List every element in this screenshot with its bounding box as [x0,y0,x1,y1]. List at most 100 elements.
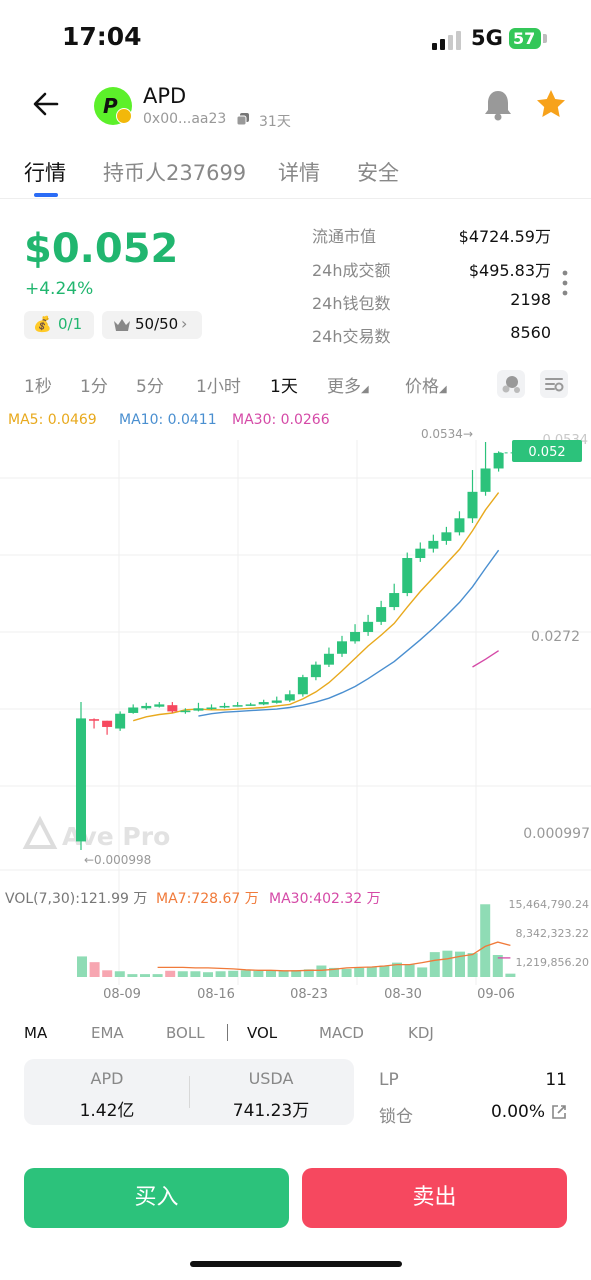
x-tick-label: 08-09 [103,987,141,1002]
candle-body [454,518,465,533]
indicator-boll[interactable]: BOLL [166,1024,205,1042]
candle-body [310,664,321,678]
battery-level: 57 [513,29,536,48]
indicator-ema[interactable]: EMA [91,1024,124,1042]
candle-body [493,452,504,469]
dev-chip[interactable] [24,311,94,339]
stat-label-trades: 24h交易数 [312,327,391,346]
candle-body [154,704,165,707]
ma5-legend: MA5: 0.0469 [8,412,97,428]
settings-sliders-icon [545,378,564,392]
x-tick-label: 08-16 [197,987,235,1002]
candle-body [363,621,374,632]
current-price: $0.052 [24,226,179,272]
tab-market[interactable]: 行情 [24,161,66,185]
indicator-divider [227,1024,228,1041]
timeframe-1h[interactable]: 1小时 [196,377,241,397]
candle-body [167,705,178,712]
tab-holders[interactable]: 持币人237699 [103,161,247,185]
tab-security[interactable]: 安全 [357,161,399,185]
volume-bar [253,970,264,977]
volume-bar [89,962,100,977]
stat-value-mcap: $4724.59万 [458,227,551,246]
candle-body [350,631,361,642]
candle-body [441,532,452,541]
volume-bar [165,970,176,977]
volume-bar [392,962,402,977]
status-time: 17:04 [62,22,142,51]
ma10-legend: MA10: 0.0411 [119,412,217,428]
timeframe-5m[interactable]: 5分 [136,377,164,397]
timeframe-more[interactable]: 更多◢ [327,372,369,397]
vol-legend: VOL(7,30):121.99 万 [5,891,148,907]
volume-bar [379,965,390,977]
candle-body [115,713,126,729]
star-icon[interactable] [535,88,567,120]
token-name: APD [143,84,187,108]
buy-button[interactable]: 买入 [24,1168,289,1228]
timeframe-1m[interactable]: 1分 [80,377,108,397]
volume-bar [102,970,113,977]
tab-indicator [34,193,58,197]
chevron-right-icon: › [181,314,188,333]
candle-body [323,653,334,665]
volume-bar [203,972,213,977]
volume-bar [215,971,226,977]
pool-separator [189,1076,190,1108]
volume-bar [303,969,314,977]
external-link-icon[interactable] [551,1104,567,1120]
price-mode-label: 价格 [405,377,439,397]
indicator-ma[interactable]: MA [24,1024,48,1042]
volume-bar [278,970,289,977]
indicator-macd[interactable]: MACD [319,1024,364,1042]
crown-icon [114,319,130,331]
volume-bar [152,974,163,977]
stat-value-volume: $495.83万 [468,261,551,280]
stat-label-mcap: 流通市值 [312,227,377,246]
volume-bar [480,904,491,977]
stat-label-wallets: 24h钱包数 [312,294,391,313]
lock-value: 0.00% [490,1102,545,1122]
drawing-tool-button[interactable] [497,370,525,398]
dropdown-triangle-icon: ◢ [361,384,369,395]
candle-body [102,720,113,727]
timeframe-more-label: 更多 [327,377,361,397]
token-age: 31天 [259,114,291,130]
vol-tick-label: 1,219,856.20 [516,956,589,969]
ma10-line [198,549,500,717]
top-holders-value: 50/50 [135,315,179,333]
timeframe-1d[interactable]: 1天 [270,377,298,397]
volume-bar [329,967,339,977]
candle-body [245,704,256,706]
vol-ma7-legend: MA7:728.67 万 [156,891,259,907]
back-arrow-icon[interactable] [30,88,62,120]
min-price-label: ←0.000998 [84,853,151,867]
volume-bar [114,971,125,977]
lock-label: 锁仓 [379,1107,413,1127]
x-tick-label: 08-30 [384,987,422,1002]
volume-bar [228,970,239,977]
copy-icon[interactable] [236,112,250,126]
sell-button[interactable]: 卖出 [302,1168,567,1228]
candle-body [141,705,152,709]
chart-settings-button[interactable] [540,370,568,398]
volume-bar [291,970,302,977]
stat-value-trades: 8560 [510,323,551,342]
current-price-tag [512,440,582,462]
home-indicator [190,1261,402,1267]
pool-base-label: APD [90,1069,124,1088]
y-tick-label: 0.000997 [523,826,590,842]
more-vertical-icon[interactable] [562,270,568,296]
timeframe-1s[interactable]: 1秒 [24,377,52,397]
price-mode-select[interactable]: 价格◢ [405,372,447,397]
indicator-kdj[interactable]: KDJ [408,1024,434,1042]
price-chart[interactable]: Ave Pro0.05340.02720.0009970.0534→←0.000… [0,425,591,1025]
bell-icon[interactable] [482,88,514,122]
tab-details[interactable]: 详情 [278,161,320,185]
battery-tip [543,34,547,43]
volume-bar [190,971,201,977]
battery-icon: 57 [509,28,541,49]
volume-bar [505,973,516,977]
candle-body [232,705,243,707]
indicator-vol[interactable]: VOL [247,1024,278,1042]
